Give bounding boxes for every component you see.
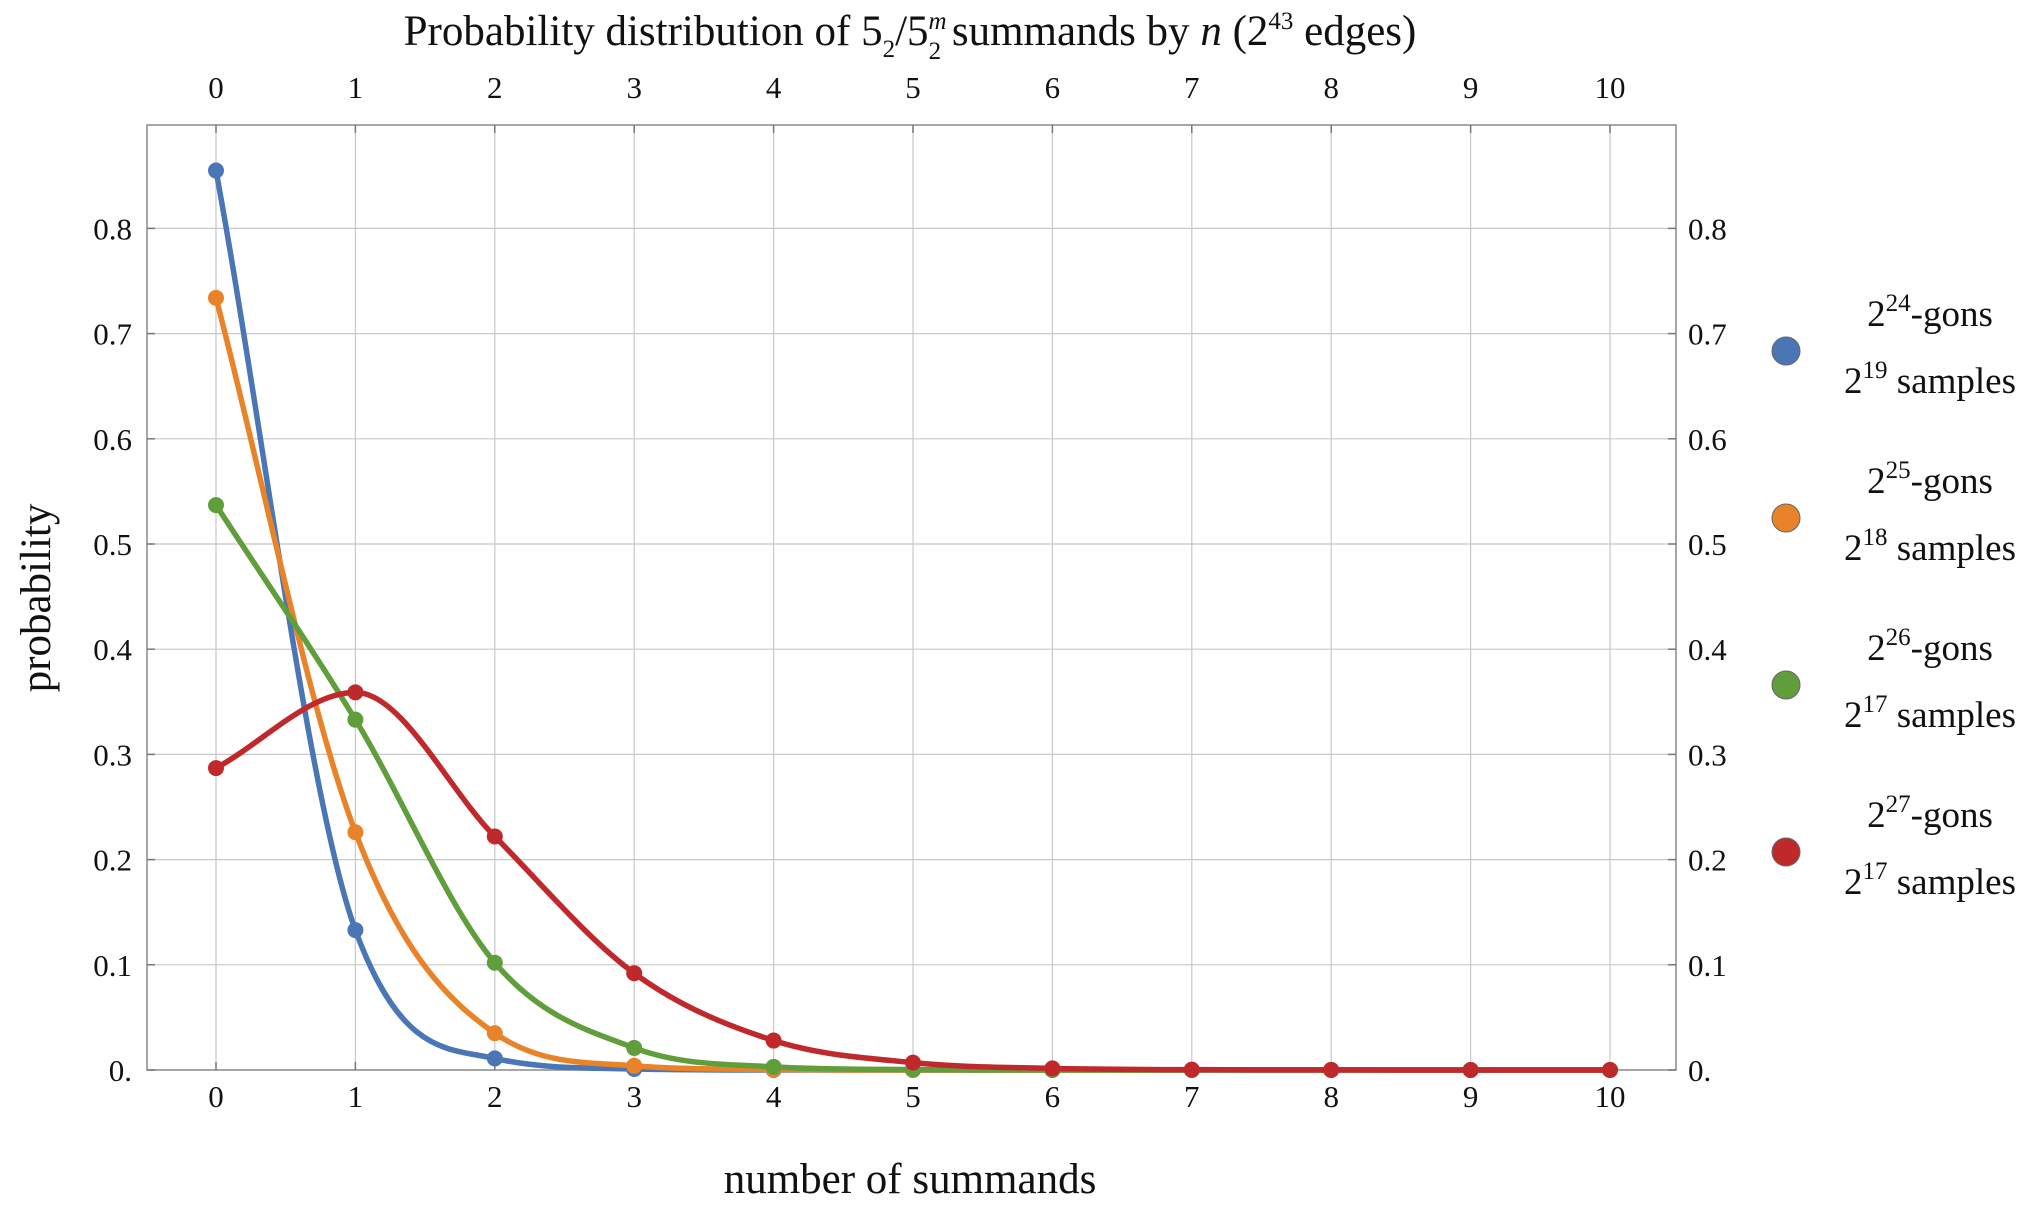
- x-tick-label-bottom-10: 10: [1595, 1079, 1626, 1114]
- data-point-3-5: [905, 1054, 921, 1071]
- data-point-0-1: [347, 922, 364, 939]
- legend-marker-1: [1771, 503, 1801, 533]
- legend-marker-0: [1771, 336, 1801, 366]
- x-tick-label-bottom-0: 0: [208, 1079, 224, 1114]
- legend-item-1: 225-gons 218 samples: [1771, 457, 2016, 569]
- y-tick-label-left-6: 0.6: [93, 422, 132, 457]
- data-point-1-2: [486, 1025, 503, 1042]
- y-tick-label-left-1: 0.1: [93, 948, 132, 983]
- data-point-2-4: [765, 1058, 782, 1075]
- series-line-3: [213, 689, 1613, 1073]
- y-tick-label-right-5: 0.5: [1688, 527, 1727, 562]
- y-tick-label-right-2: 0.2: [1688, 843, 1727, 878]
- x-axis-label: number of summands: [724, 1156, 1097, 1203]
- legend-item-3: 227-gons 217 samples: [1771, 791, 2016, 903]
- x-tick-label-bottom-1: 1: [348, 1079, 364, 1114]
- data-point-3-0: [208, 760, 224, 777]
- x-tick-label-bottom-3: 3: [626, 1079, 642, 1114]
- x-tick-label-bottom-9: 9: [1463, 1079, 1479, 1114]
- x-tick-label-bottom-8: 8: [1323, 1079, 1339, 1114]
- x-tick-label-top-10: 10: [1595, 70, 1626, 105]
- y-tick-label-right-8: 0.8: [1688, 211, 1727, 246]
- data-point-2-2: [486, 954, 503, 971]
- series-3: [208, 684, 1618, 1078]
- y-axis-label: probability: [13, 503, 60, 692]
- data-point-3-4: [765, 1032, 782, 1049]
- y-tick-label-left-5: 0.5: [93, 527, 132, 562]
- x-tick-label-top-7: 7: [1184, 70, 1200, 105]
- x-tick-label-bottom-4: 4: [766, 1079, 782, 1114]
- x-tick-label-top-4: 4: [766, 70, 782, 105]
- x-tick-label-top-9: 9: [1463, 70, 1479, 105]
- y-tick-label-left-8: 0.8: [93, 211, 132, 246]
- data-point-3-7: [1183, 1061, 1200, 1078]
- axis-ticks: 0 0 1 1 2 2 3 3 4 4 5 5 6 6 7 7 8 8 9 9 10 10 0. 0. 0.1 0.1 0.2 0.2…: [93, 70, 1727, 1114]
- data-point-0-0: [208, 162, 224, 179]
- data-point-1-3: [626, 1057, 643, 1074]
- x-tick-label-top-6: 6: [1045, 70, 1061, 105]
- chart-title: Probability distribution of 52/5m 2 summa…: [404, 8, 1417, 65]
- y-tick-label-right-7: 0.7: [1688, 317, 1727, 352]
- data-point-3-6: [1044, 1060, 1061, 1077]
- y-tick-label-right-6: 0.6: [1688, 422, 1727, 457]
- legend-marker-3: [1771, 837, 1801, 867]
- legend-label-line1-1: 225-gons: [1867, 457, 1993, 502]
- data-point-3-9: [1462, 1062, 1479, 1078]
- legend-label-line1-3: 227-gons: [1867, 791, 1993, 836]
- data-point-2-1: [347, 711, 364, 728]
- data-point-1-0: [208, 289, 224, 306]
- x-tick-label-bottom-2: 2: [487, 1079, 503, 1114]
- y-tick-label-left-4: 0.4: [93, 632, 132, 667]
- data-point-3-10: [1602, 1062, 1618, 1078]
- x-tick-label-bottom-6: 6: [1045, 1079, 1061, 1114]
- y-tick-label-left-7: 0.7: [93, 317, 132, 352]
- y-tick-label-left-0: 0.: [109, 1053, 132, 1088]
- x-tick-label-top-2: 2: [487, 70, 503, 105]
- data-point-3-1: [347, 684, 364, 701]
- data-point-1-1: [347, 824, 364, 841]
- data-point-3-2: [486, 828, 503, 845]
- data-series: [208, 162, 1618, 1078]
- legend-label-line2-2: 217 samples: [1844, 691, 2016, 736]
- legend-marker-2: [1771, 670, 1801, 700]
- data-point-2-3: [626, 1039, 643, 1056]
- legend-label-line2-3: 217 samples: [1844, 858, 2016, 903]
- x-tick-label-bottom-5: 5: [905, 1079, 921, 1114]
- data-point-0-2: [486, 1050, 503, 1067]
- x-tick-label-top-3: 3: [626, 70, 642, 105]
- y-tick-label-right-1: 0.1: [1688, 948, 1727, 983]
- data-point-2-0: [208, 497, 224, 514]
- y-tick-label-right-4: 0.4: [1688, 632, 1727, 667]
- data-point-3-3: [626, 965, 643, 982]
- y-tick-label-left-2: 0.2: [93, 843, 132, 878]
- x-tick-label-bottom-7: 7: [1184, 1079, 1200, 1114]
- legend-label-line2-1: 218 samples: [1844, 524, 2016, 569]
- x-tick-label-top-1: 1: [348, 70, 364, 105]
- y-tick-label-right-0: 0.: [1688, 1053, 1711, 1088]
- grid: [147, 125, 1676, 1070]
- x-tick-label-top-8: 8: [1323, 70, 1339, 105]
- legend-label-line2-0: 219 samples: [1844, 357, 2016, 402]
- legend-item-2: 226-gons 217 samples: [1771, 624, 2016, 736]
- x-tick-label-top-5: 5: [905, 70, 921, 105]
- y-tick-label-left-3: 0.3: [93, 737, 132, 772]
- data-point-3-8: [1323, 1061, 1340, 1078]
- legend-label-line1-2: 226-gons: [1867, 624, 1993, 669]
- legend-label-line1-0: 224-gons: [1867, 290, 1993, 335]
- legend-item-0: 224-gons 219 samples: [1771, 290, 2016, 402]
- x-tick-label-top-0: 0: [208, 70, 224, 105]
- y-tick-label-right-3: 0.3: [1688, 737, 1727, 772]
